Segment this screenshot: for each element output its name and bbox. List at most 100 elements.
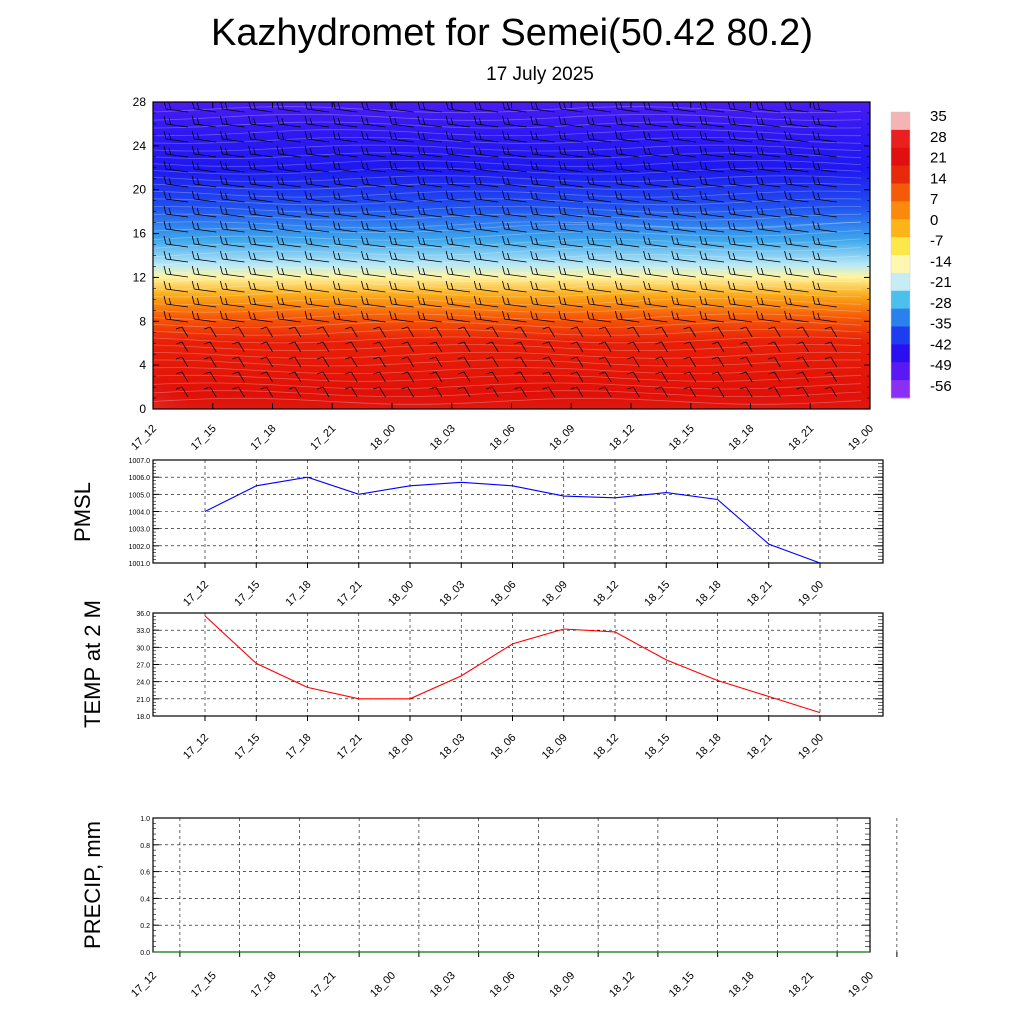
wind-barb xyxy=(699,115,725,128)
wind-barb xyxy=(288,356,302,368)
contour-line xyxy=(153,254,862,266)
ytick-label: 30.0 xyxy=(136,645,150,652)
wind-barb xyxy=(163,220,189,233)
wind-barb xyxy=(727,310,753,323)
ytick-label: 24.0 xyxy=(136,680,150,687)
wind-barb xyxy=(401,341,415,353)
heatmap-panel: 17_12 17_15 17_18 17_21 18_00 18_03 18_06 18_09… xyxy=(129,95,876,453)
wind-barb xyxy=(304,280,330,293)
wind-barb xyxy=(248,250,273,263)
wind-barb xyxy=(304,250,330,263)
contour-lines xyxy=(153,106,862,405)
wind-barb xyxy=(643,130,668,143)
wind-barb xyxy=(586,160,612,173)
wind-barb xyxy=(812,295,837,308)
wind-barb xyxy=(542,386,556,398)
ytick-label: 1004.0 xyxy=(129,510,151,517)
xtick-label: 18_15 xyxy=(667,970,697,1000)
y-axis-label: PRECIP, mm xyxy=(80,821,105,949)
wind-barb xyxy=(220,145,245,158)
wind-barb xyxy=(288,371,302,383)
wind-barb xyxy=(671,130,696,143)
xtick-label: 18_06 xyxy=(488,970,518,1000)
wind-barb xyxy=(530,145,555,158)
wind-barb xyxy=(614,265,640,278)
wind-barb xyxy=(445,130,471,143)
wind-barb xyxy=(220,190,245,203)
ytick-label: 1007.0 xyxy=(129,458,151,465)
wind-barb xyxy=(502,190,527,203)
wind-barb xyxy=(812,145,837,158)
wind-barb xyxy=(502,280,527,293)
wind-barb xyxy=(586,205,612,218)
wind-barb xyxy=(643,265,668,278)
wind-barb xyxy=(163,145,189,158)
wind-barb xyxy=(655,386,668,398)
ytick-label: 1006.0 xyxy=(129,475,151,482)
ytick-label: 1005.0 xyxy=(129,492,151,499)
wind-barb xyxy=(163,310,189,323)
wind-barb xyxy=(389,130,414,143)
xtick-label: 19_00 xyxy=(796,732,826,762)
wind-barb xyxy=(824,356,838,368)
wind-barb xyxy=(288,326,302,338)
xtick-label: 17_21 xyxy=(335,732,365,762)
colorbar-label: -14 xyxy=(930,253,952,270)
wind-barb xyxy=(598,341,612,353)
heatmap-xtick-label: 18_06 xyxy=(488,423,518,453)
wind-barb xyxy=(530,205,555,218)
xtick-label: 17_21 xyxy=(308,970,338,1000)
wind-barb xyxy=(740,371,753,383)
wind-barb xyxy=(598,356,612,368)
wind-barb xyxy=(502,130,527,143)
contour-line xyxy=(153,221,862,234)
wind-barb xyxy=(191,160,217,173)
wind-barb xyxy=(417,310,442,323)
wind-barb xyxy=(163,190,189,203)
wind-barb xyxy=(248,190,273,203)
wind-barb xyxy=(812,250,837,263)
wind-barb xyxy=(740,356,753,368)
wind-barb xyxy=(248,310,273,323)
wind-barb xyxy=(614,190,640,203)
wind-barb xyxy=(699,130,725,143)
wind-barb xyxy=(220,220,245,233)
wind-barb xyxy=(473,235,499,248)
wind-barb xyxy=(614,220,640,233)
wind-barb xyxy=(473,190,499,203)
xtick-label: 17_15 xyxy=(232,579,262,609)
contour-line xyxy=(153,351,862,359)
wind-barb xyxy=(824,371,838,383)
wind-barb xyxy=(389,295,414,308)
wind-barb xyxy=(232,341,245,353)
wind-barb xyxy=(304,220,330,233)
wind-barb xyxy=(784,295,809,308)
wind-barb xyxy=(812,190,837,203)
wind-barb xyxy=(699,265,725,278)
wind-barb xyxy=(727,160,753,173)
wind-barb xyxy=(191,310,217,323)
wind-barb xyxy=(304,175,330,188)
heatmap-xtick-label: 18_21 xyxy=(786,423,816,453)
contour-line xyxy=(153,246,862,258)
wind-barb xyxy=(473,295,499,308)
chart-title: Kazhydromet for Semei(50.42 80.2) xyxy=(211,12,813,54)
wind-barb xyxy=(417,295,442,308)
wind-barb xyxy=(643,205,668,218)
wind-barb xyxy=(473,310,499,323)
ytick-label: 0.0 xyxy=(140,950,150,957)
colorbar-swatch xyxy=(891,147,910,167)
wind-barb xyxy=(445,250,471,263)
wind-barb xyxy=(755,160,781,173)
contour-line xyxy=(153,175,862,183)
wind-barb xyxy=(163,280,189,293)
wind-barb xyxy=(671,220,696,233)
wind-barb xyxy=(204,356,217,368)
wind-barb xyxy=(530,160,555,173)
wind-barb xyxy=(824,341,838,353)
wind-barb xyxy=(727,295,753,308)
wind-barb xyxy=(671,145,696,158)
ytick-label: 1001.0 xyxy=(129,561,151,568)
ytick-label: 27.0 xyxy=(136,663,150,670)
xtick-label: 18_00 xyxy=(368,970,398,1000)
